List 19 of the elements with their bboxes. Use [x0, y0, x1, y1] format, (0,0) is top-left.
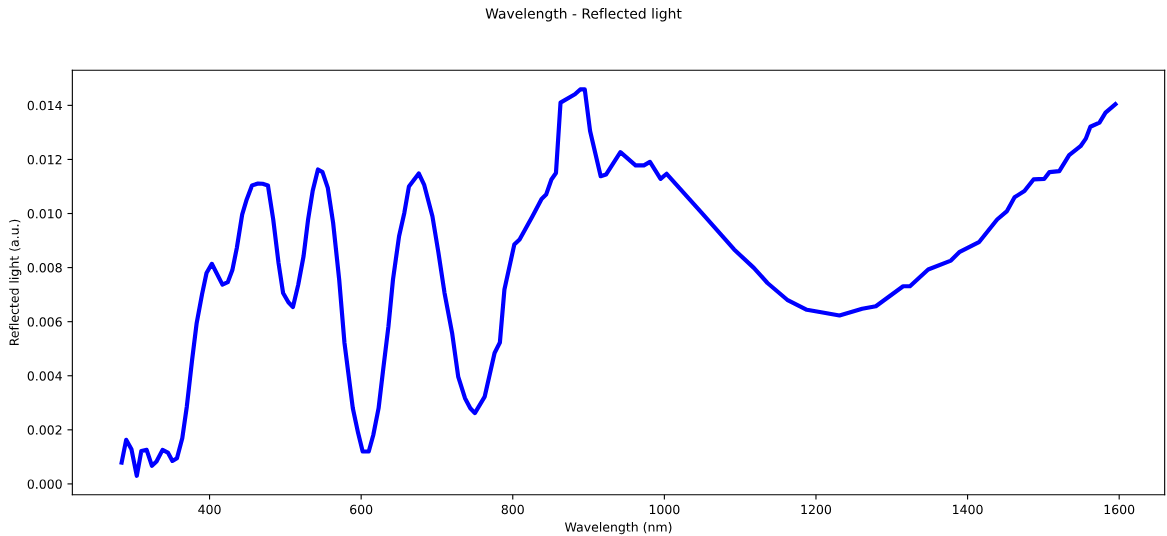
chart-title: Wavelength - Reflected light [485, 8, 682, 22]
x-tick-label: 600 [350, 504, 373, 515]
y-tick-label: 0.000 [27, 479, 62, 489]
x-tick-label: 400 [198, 504, 221, 515]
y-tick-label: 0.010 [27, 208, 62, 219]
y-axis-title: Reflected light (a.u.) [9, 219, 22, 346]
x-tick-label: 1600 [1104, 504, 1135, 515]
y-tick-label: 0.004 [27, 371, 62, 381]
y-tick-label: 0.012 [27, 154, 62, 165]
y-tick-label: 0.008 [27, 263, 62, 273]
x-tick-label: 1400 [953, 504, 983, 515]
x-tick-label: 1200 [801, 504, 832, 515]
x-tick-label: 800 [501, 504, 524, 515]
line-series [119, 87, 1118, 478]
y-tick-label: 0.014 [27, 100, 62, 111]
x-axis-title: Wavelength (nm) [564, 522, 672, 535]
y-tick-label: 0.002 [27, 425, 62, 435]
x-tick-label: 1000 [649, 504, 680, 515]
y-tick-label: 0.006 [27, 317, 62, 327]
